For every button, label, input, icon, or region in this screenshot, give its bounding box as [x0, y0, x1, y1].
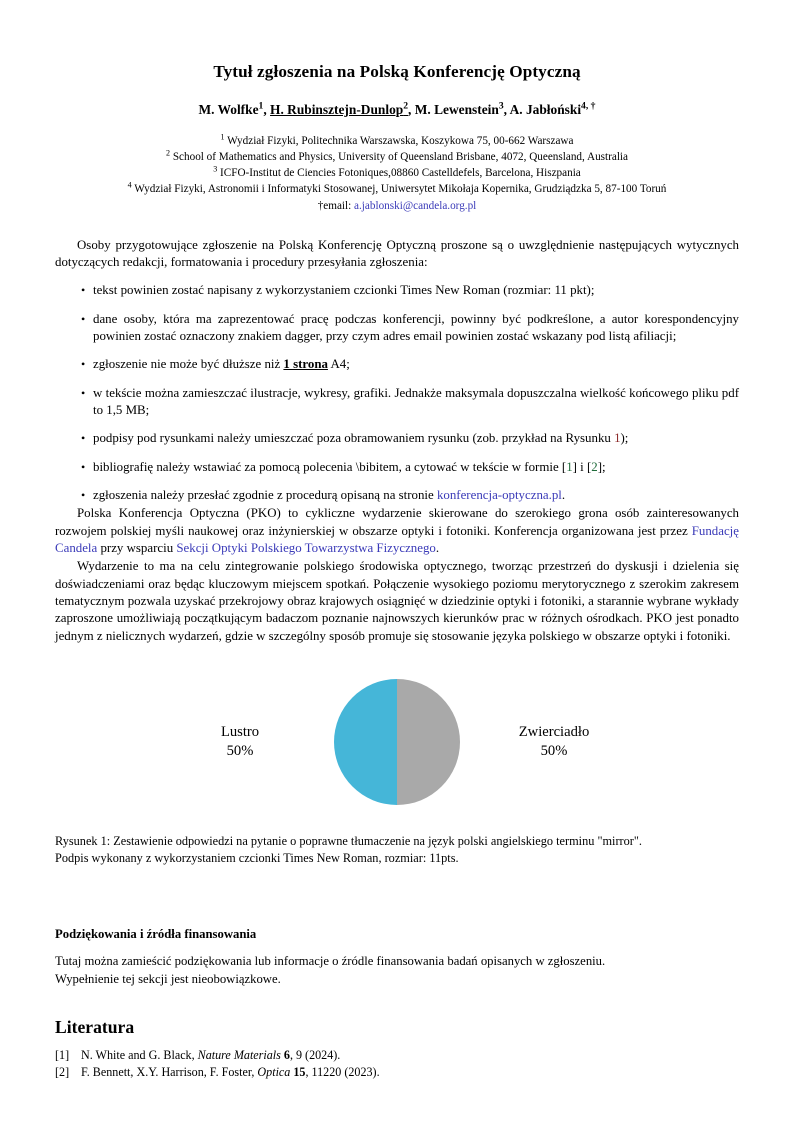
- corresponding-email-line: †email: a.jablonski@candela.org.pl: [317, 199, 477, 212]
- bibliography-list: [1] N. White and G. Black, Nature Materi…: [55, 1047, 739, 1082]
- affiliation-2: 2 School of Mathematics and Physics, Uni…: [165, 148, 628, 163]
- author-2-presenter: H. Rubinsztejn-Dunlop2: [270, 100, 409, 117]
- document-content: Tytuł zgłoszenia na Polską Konferencję O…: [55, 0, 739, 1082]
- affiliation-list: 1 Wydział Fizyki, Politechnika Warszawsk…: [55, 132, 739, 215]
- bibliography-number: [1]: [55, 1047, 70, 1062]
- list-item: dane osoby, która ma zaprezentować pracę…: [55, 311, 739, 346]
- author-separator-1: ,: [263, 101, 271, 117]
- page-limit-emphasis: 1 strona: [283, 357, 328, 372]
- list-item: w tekście można zamieszczać ilustracje, …: [55, 385, 739, 420]
- acknowledgements-heading: Podziękowania i źródła finansowania: [55, 927, 257, 942]
- author-list: M. Wolfke1, H. Rubinsztejn-Dunlop2, M. L…: [55, 101, 739, 118]
- bibliography-journal: Optica: [257, 1065, 291, 1080]
- pie-graphic: [334, 679, 460, 806]
- author-4-affiliation-marker: 4, †: [581, 100, 596, 112]
- figure-cross-reference-link[interactable]: 1: [614, 431, 621, 446]
- list-item: [2] F. Bennett, X.Y. Harrison, F. Foster…: [55, 1064, 739, 1082]
- list-item: zgłoszenia należy przesłać zgodnie z pro…: [55, 487, 739, 504]
- list-item: [1] N. White and G. Black, Nature Materi…: [55, 1047, 739, 1065]
- guidelines-list: tekst powinien zostać napisany z wykorzy…: [55, 282, 739, 504]
- figure-1: Lustro 50% Zwierciadło 50% Rysunek 1: Ze…: [55, 667, 739, 867]
- affiliation-4-marker: 4: [127, 180, 132, 190]
- figure-caption: Rysunek 1: Zestawienie odpowiedzi na pyt…: [55, 833, 739, 867]
- author-1: M. Wolfke1: [198, 100, 264, 117]
- bibliography-volume: 15: [293, 1065, 306, 1080]
- intro-paragraph: Osoby przygotowujące zgłoszenie na Polsk…: [55, 237, 739, 269]
- corresponding-email-link[interactable]: a.jablonski@candela.org.pl: [354, 199, 477, 212]
- list-item: tekst powinien zostać napisany z wykorzy…: [55, 282, 739, 299]
- list-item: zgłoszenie nie może być dłuższe niż 1 st…: [55, 356, 739, 373]
- acknowledgements-line-1: Tutaj można zamieścić podziękowania lub …: [55, 954, 606, 969]
- author-separator-2: ,: [408, 101, 415, 117]
- affiliation-4: 4 Wydział Fizyki, Astronomii i Informaty…: [127, 180, 667, 195]
- affiliation-1-marker: 1: [220, 132, 225, 142]
- pie-label-zwierciadlo-text: Zwierciadło: [518, 724, 590, 741]
- figure-caption-line-1: Rysunek 1: Zestawienie odpowiedzi na pyt…: [55, 834, 642, 849]
- list-item: podpisy pod rysunkami należy umieszczać …: [55, 430, 739, 447]
- citation-link-1[interactable]: 1: [566, 459, 573, 474]
- affiliation-3-marker: 3: [213, 164, 218, 174]
- fundacja-candela-link[interactable]: Fundację Candela: [55, 523, 739, 556]
- conference-website-link[interactable]: konferencja-optyczna.pl: [436, 488, 562, 503]
- bibliography-volume: 6: [283, 1047, 290, 1062]
- author-3-affiliation-marker: 3: [498, 100, 504, 112]
- author-1-affiliation-marker: 1: [258, 100, 264, 112]
- author-separator-3: ,: [503, 101, 510, 117]
- citation-link-2[interactable]: 2: [591, 459, 598, 474]
- body-paragraph-2: Wydarzenie to ma na celu zintegrowanie p…: [55, 559, 739, 643]
- pie-slice-lustro: [334, 679, 397, 806]
- author-2-affiliation-marker: 2: [403, 100, 409, 112]
- bibliography-number: [2]: [55, 1065, 70, 1080]
- pie-chart: Lustro 50% Zwierciadło 50%: [55, 667, 739, 817]
- affiliation-3: 3 ICFO-Institut de Ciencies Fotoniques,0…: [213, 164, 581, 179]
- sekcja-optyki-ptf-link[interactable]: Sekcji Optyki Polskiego Towarzystwa Fizy…: [176, 541, 436, 556]
- body-paragraph-1: Polska Konferencja Optyczna (PKO) to cyk…: [55, 506, 739, 556]
- author-4: A. Jabłoński4, †: [509, 100, 596, 117]
- bibliography-entry: N. White and G. Black, Nature Materials …: [81, 1047, 341, 1062]
- literature-heading: Literatura: [55, 1016, 135, 1037]
- pie-label-zwierciadlo-percent: 50%: [540, 743, 568, 760]
- page-title: Tytuł zgłoszenia na Polską Konferencję O…: [213, 62, 581, 81]
- list-item: bibliografię należy wstawiać za pomocą p…: [55, 459, 739, 476]
- bibliography-entry: F. Bennett, X.Y. Harrison, F. Foster, Op…: [81, 1065, 380, 1080]
- pie-slice-zwierciadlo: [397, 679, 460, 806]
- acknowledgements-body: Tutaj można zamieścić podziękowania lub …: [55, 953, 739, 989]
- pie-label-lustro-percent: 50%: [226, 743, 254, 760]
- pie-label-lustro: Lustro 50%: [160, 723, 320, 760]
- figure-caption-line-2: Podpis wykonany z wykorzystaniem czcionk…: [55, 851, 459, 866]
- affiliation-1: 1 Wydział Fizyki, Politechnika Warszawsk…: [220, 132, 574, 148]
- pie-label-lustro-text: Lustro: [220, 724, 260, 741]
- affiliation-2-marker: 2: [165, 148, 171, 158]
- acknowledgements-line-2: Wypełnienie tej sekcji jest nieobowiązko…: [55, 971, 281, 986]
- author-3: M. Lewenstein3: [414, 100, 504, 117]
- bibliography-journal: Nature Materials: [197, 1047, 281, 1062]
- pie-label-zwierciadlo: Zwierciadło 50%: [474, 723, 634, 760]
